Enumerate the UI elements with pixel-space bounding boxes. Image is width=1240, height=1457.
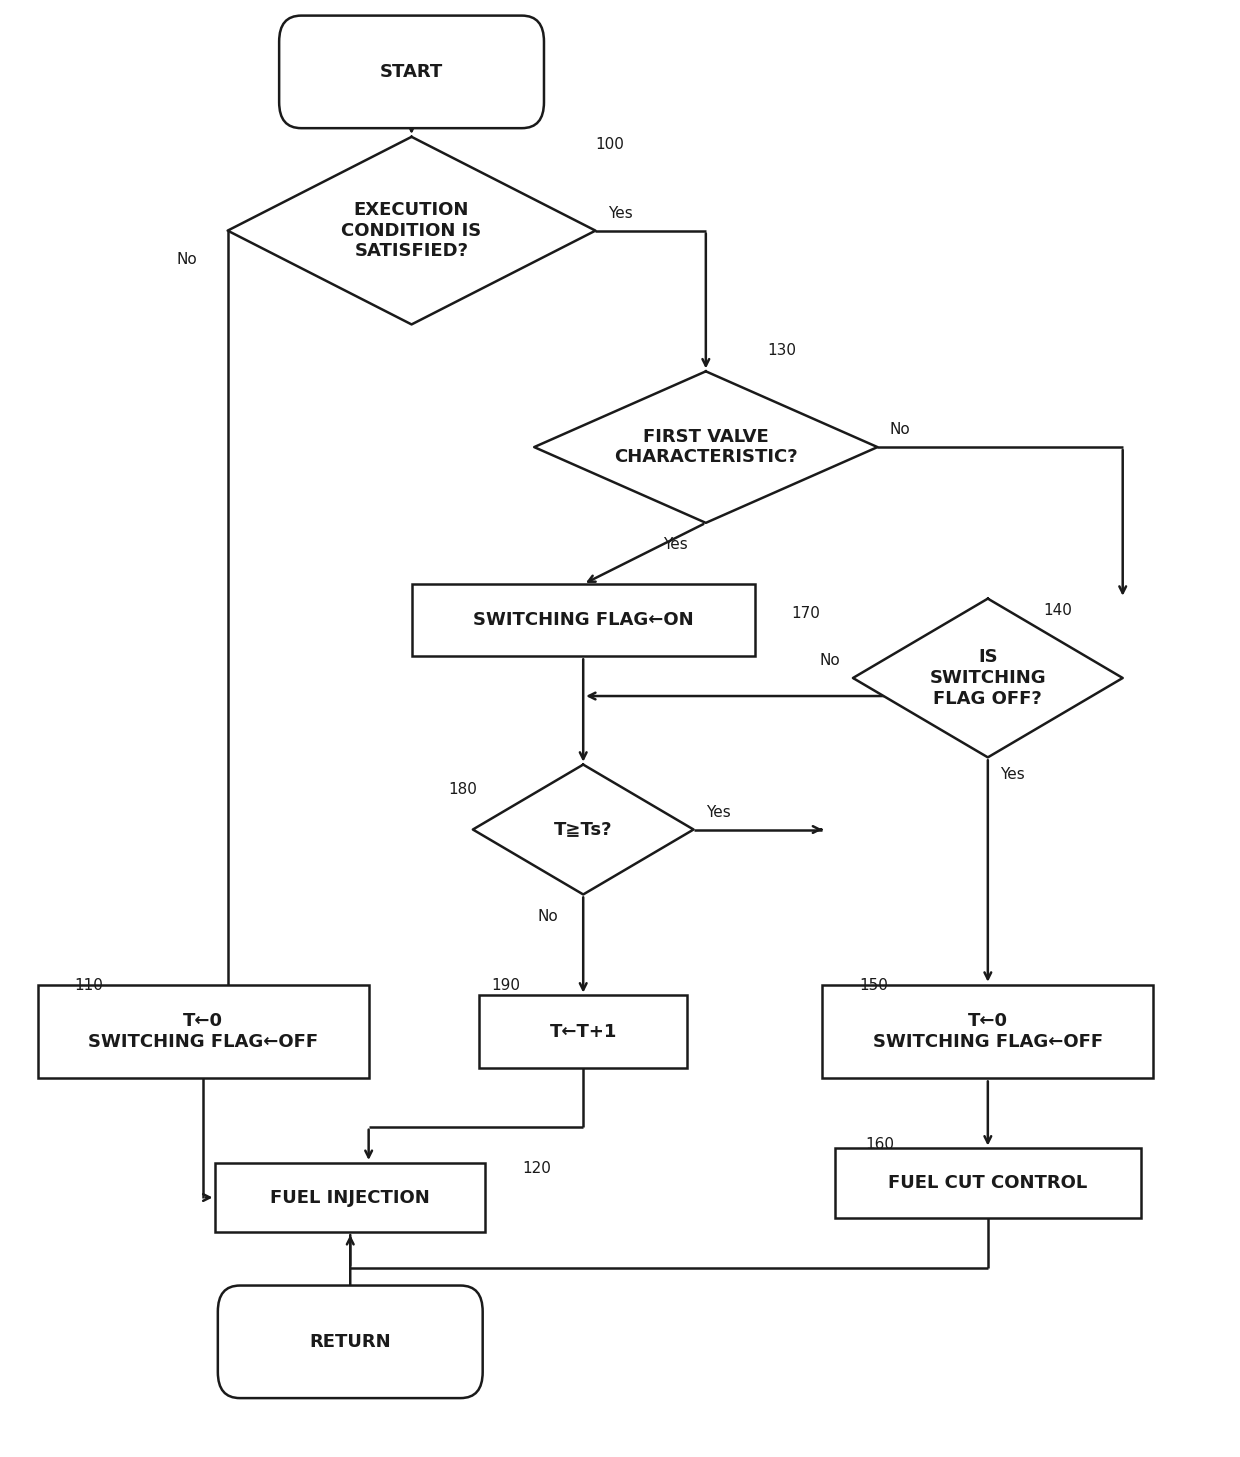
Text: Yes: Yes	[662, 538, 687, 552]
Text: FIRST VALVE
CHARACTERISTIC?: FIRST VALVE CHARACTERISTIC?	[614, 428, 797, 466]
Text: SWITCHING FLAG←ON: SWITCHING FLAG←ON	[472, 612, 693, 629]
Text: T←0
SWITCHING FLAG←OFF: T←0 SWITCHING FLAG←OFF	[873, 1013, 1102, 1050]
Text: FUEL INJECTION: FUEL INJECTION	[270, 1189, 430, 1206]
Text: 160: 160	[866, 1136, 894, 1151]
Text: 140: 140	[1043, 603, 1071, 618]
Text: T←T+1: T←T+1	[549, 1023, 618, 1040]
FancyBboxPatch shape	[218, 1285, 482, 1399]
FancyBboxPatch shape	[216, 1163, 485, 1233]
Polygon shape	[534, 372, 878, 523]
Polygon shape	[228, 137, 595, 325]
Text: Yes: Yes	[608, 205, 632, 221]
Text: 120: 120	[522, 1161, 551, 1176]
Text: 170: 170	[791, 606, 821, 621]
Text: 130: 130	[768, 342, 796, 358]
Text: 110: 110	[74, 978, 103, 992]
FancyBboxPatch shape	[479, 995, 687, 1068]
FancyBboxPatch shape	[822, 985, 1153, 1078]
Text: START: START	[379, 63, 443, 82]
Text: RETURN: RETURN	[310, 1333, 391, 1351]
Text: Yes: Yes	[706, 804, 730, 820]
FancyBboxPatch shape	[412, 584, 755, 656]
Text: No: No	[176, 252, 197, 267]
Text: No: No	[538, 909, 559, 924]
Text: Yes: Yes	[1001, 768, 1024, 782]
Text: 150: 150	[859, 978, 888, 992]
FancyBboxPatch shape	[279, 16, 544, 128]
Text: No: No	[820, 653, 841, 669]
Polygon shape	[853, 599, 1122, 758]
Text: 180: 180	[449, 781, 477, 797]
FancyBboxPatch shape	[835, 1148, 1141, 1218]
Polygon shape	[472, 765, 693, 895]
Text: 190: 190	[491, 978, 521, 992]
Text: EXECUTION
CONDITION IS
SATISFIED?: EXECUTION CONDITION IS SATISFIED?	[341, 201, 481, 261]
FancyBboxPatch shape	[37, 985, 368, 1078]
Text: 100: 100	[595, 137, 625, 152]
Text: T≧Ts?: T≧Ts?	[554, 820, 613, 839]
Text: IS
SWITCHING
FLAG OFF?: IS SWITCHING FLAG OFF?	[930, 648, 1047, 708]
Text: T←0
SWITCHING FLAG←OFF: T←0 SWITCHING FLAG←OFF	[88, 1013, 319, 1050]
Text: FUEL CUT CONTROL: FUEL CUT CONTROL	[888, 1174, 1087, 1192]
Text: No: No	[890, 423, 910, 437]
